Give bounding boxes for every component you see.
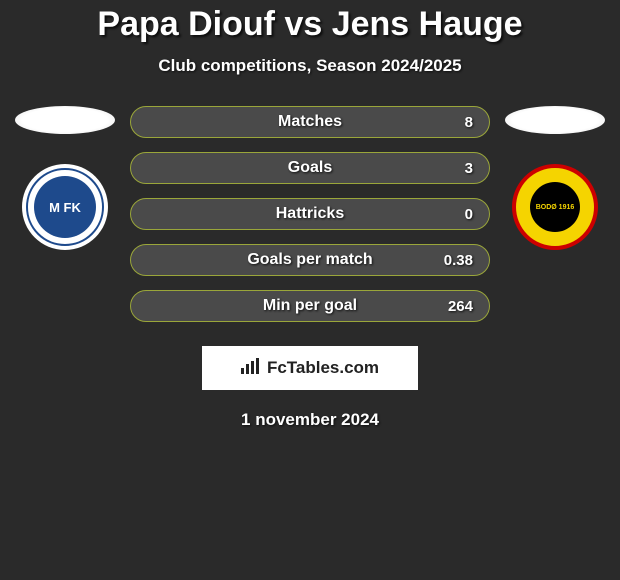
stat-value: 264 xyxy=(448,298,473,315)
stat-bar-matches: Matches 8 xyxy=(130,106,490,138)
stat-label: Hattricks xyxy=(276,205,344,223)
stat-value: 8 xyxy=(465,114,473,131)
left-avatar-placeholder xyxy=(15,106,115,134)
stat-label: Min per goal xyxy=(263,297,357,315)
page-title: Papa Diouf vs Jens Hauge xyxy=(0,5,620,44)
stat-value: 3 xyxy=(465,160,473,177)
stat-value: 0 xyxy=(465,206,473,223)
stat-label: Goals per match xyxy=(247,251,372,269)
subtitle: Club competitions, Season 2024/2025 xyxy=(0,56,620,76)
stat-bar-min-per-goal: Min per goal 264 xyxy=(130,290,490,322)
left-club-badge: M FK xyxy=(22,164,108,250)
right-player-col: BODØ 1916 xyxy=(505,106,605,250)
right-badge-text: BODØ 1916 xyxy=(530,182,580,232)
left-badge-text: M FK xyxy=(34,176,96,238)
date-line: 1 november 2024 xyxy=(0,410,620,430)
comparison-card: Papa Diouf vs Jens Hauge Club competitio… xyxy=(0,0,620,430)
chart-icon xyxy=(241,358,261,379)
stat-value: 0.38 xyxy=(444,252,473,269)
stat-bar-goals-per-match: Goals per match 0.38 xyxy=(130,244,490,276)
right-club-badge: BODØ 1916 xyxy=(512,164,598,250)
right-avatar-placeholder xyxy=(505,106,605,134)
stat-label: Matches xyxy=(278,113,342,131)
left-player-col: M FK xyxy=(15,106,115,250)
stat-label: Goals xyxy=(288,159,332,177)
branding-text: FcTables.com xyxy=(267,358,379,378)
stat-bar-hattricks: Hattricks 0 xyxy=(130,198,490,230)
branding-badge: FcTables.com xyxy=(202,346,418,390)
main-row: M FK Matches 8 Goals 3 Hattricks 0 Goals… xyxy=(0,106,620,336)
stats-column: Matches 8 Goals 3 Hattricks 0 Goals per … xyxy=(130,106,490,336)
stat-bar-goals: Goals 3 xyxy=(130,152,490,184)
